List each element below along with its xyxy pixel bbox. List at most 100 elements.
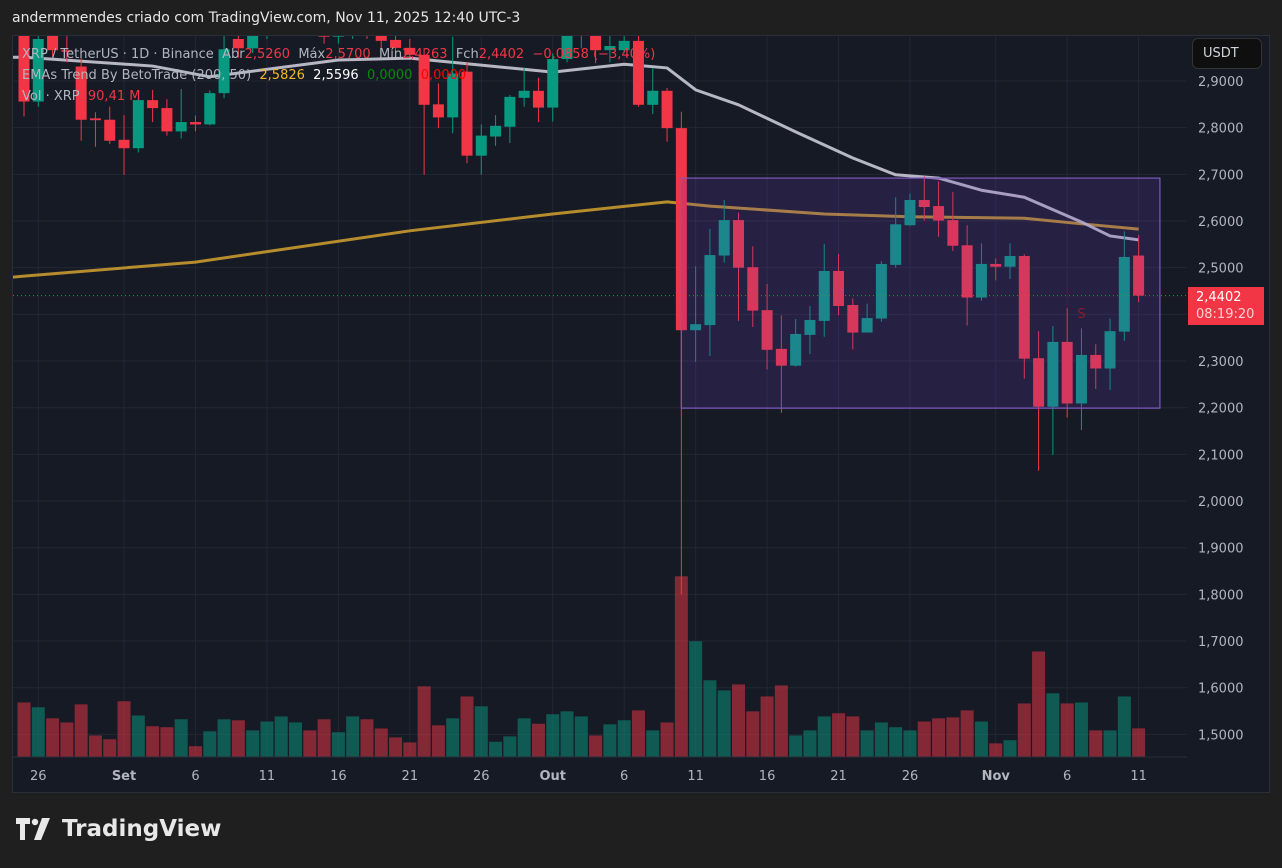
chart-frame	[12, 35, 1270, 793]
time-tick-label: 6	[191, 769, 199, 784]
range-box	[680, 177, 1161, 409]
candle-body	[375, 36, 387, 41]
volume-bar	[289, 722, 303, 757]
chart-attribution: andermmendes criado com TradingView.com,…	[12, 10, 521, 26]
volume-bar	[460, 696, 474, 757]
time-tick-label: 16	[759, 769, 776, 784]
volume-bar	[531, 723, 545, 757]
volume-bar	[860, 730, 874, 757]
legend-indicator-row: EMAs Trend By BetoTrade (200, 50) 2,5826…	[22, 65, 655, 86]
volume-bar	[88, 735, 102, 757]
volume-bar	[774, 685, 788, 757]
candle-body	[247, 36, 259, 49]
volume-bar	[1132, 728, 1146, 757]
candle-body	[833, 270, 845, 306]
low-label: Mín	[378, 47, 403, 62]
volume-bar	[203, 731, 217, 757]
open-value: 2,5260	[244, 47, 291, 62]
chart-legend: XRP / TetherUS · 1D · Binance Abr2,5260 …	[22, 44, 655, 107]
candle-body	[1033, 358, 1045, 407]
price-tick-label: 1,5000	[1198, 728, 1244, 743]
volume-bar	[889, 727, 903, 757]
volume-bar	[646, 730, 660, 757]
tradingview-logo[interactable]: TradingView	[16, 816, 221, 842]
volume-bar	[431, 725, 445, 757]
time-tick-label: 11	[1130, 769, 1147, 784]
price-tick-label: 2,9000	[1198, 75, 1244, 90]
price-tick-label: 2,1000	[1198, 448, 1244, 463]
candle-body	[975, 263, 987, 298]
candle-body	[518, 90, 530, 98]
tradingview-wordmark: TradingView	[62, 816, 222, 842]
candle-body	[904, 200, 916, 226]
volume-bar	[674, 576, 688, 757]
volume-bar	[60, 722, 74, 757]
candle-body	[918, 200, 930, 208]
volume-bar	[174, 719, 188, 757]
volume-title[interactable]: Vol · XRP	[22, 89, 80, 104]
volume-bar	[1003, 740, 1017, 757]
candle-body	[361, 16, 372, 35]
volume-bar	[117, 701, 131, 757]
candle-body	[990, 263, 1002, 267]
volume-bar	[560, 711, 574, 757]
volume-bar	[260, 721, 274, 757]
candle-body	[318, 36, 330, 37]
candle-body	[875, 263, 887, 319]
candle-body	[1018, 256, 1030, 359]
volume-bar	[317, 719, 331, 757]
volume-bar	[817, 716, 831, 757]
time-tick-label: 21	[830, 769, 847, 784]
candle-body	[561, 36, 573, 60]
candle-body	[175, 122, 187, 132]
candle-body	[332, 36, 344, 37]
volume-bar	[932, 718, 946, 757]
volume-value: 90,41 M	[87, 89, 141, 104]
volume-bar	[760, 696, 774, 757]
bar-countdown: 08:19:20	[1196, 307, 1255, 322]
candle-body	[32, 38, 44, 102]
volume-bar	[832, 713, 846, 757]
volume-bar	[660, 722, 674, 757]
candle-body	[547, 59, 559, 108]
volume-bar	[903, 730, 917, 757]
time-tick-label: 11	[687, 769, 704, 784]
price-tick-label: 1,9000	[1198, 542, 1244, 557]
volume-bar	[46, 718, 60, 757]
indicator-title[interactable]: EMAs Trend By BetoTrade (200, 50)	[22, 68, 252, 83]
candle-body	[532, 90, 544, 108]
volume-bar	[960, 710, 974, 757]
ema50-line	[13, 55, 1139, 242]
candle-body	[1061, 341, 1073, 404]
legend-volume-row: Vol · XRP 90,41 M	[22, 86, 655, 107]
currency-button[interactable]: USDT	[1192, 38, 1262, 69]
symbol-title[interactable]: XRP / TetherUS · 1D · Binance	[22, 47, 214, 62]
time-tick-label: 26	[473, 769, 490, 784]
volume-bar	[1089, 730, 1103, 757]
volume-bar	[517, 718, 531, 757]
candle-body	[390, 39, 402, 48]
volume-bar	[103, 739, 117, 757]
volume-bar	[946, 717, 960, 757]
plot-area: S	[13, 16, 1187, 757]
volume-bar	[389, 737, 403, 757]
candle-body	[733, 220, 744, 268]
candle-body	[747, 267, 759, 311]
candle-body	[1047, 341, 1059, 407]
volume-bar	[346, 716, 360, 757]
low-value: 2,4263	[402, 47, 448, 62]
candle-body	[47, 36, 59, 51]
candle-body	[804, 319, 816, 335]
ema200-line	[13, 200, 1139, 279]
open-label: Abr	[222, 47, 245, 62]
candle-body	[418, 54, 430, 105]
candle-body	[704, 255, 716, 326]
candle-body	[632, 40, 644, 105]
volume-bar	[303, 730, 317, 757]
candle-body	[847, 305, 859, 333]
candle-body	[118, 139, 130, 149]
ema50-value: 2,5596	[313, 68, 359, 83]
candle-body	[218, 49, 230, 94]
price-tick-label: 2,6000	[1198, 215, 1244, 230]
